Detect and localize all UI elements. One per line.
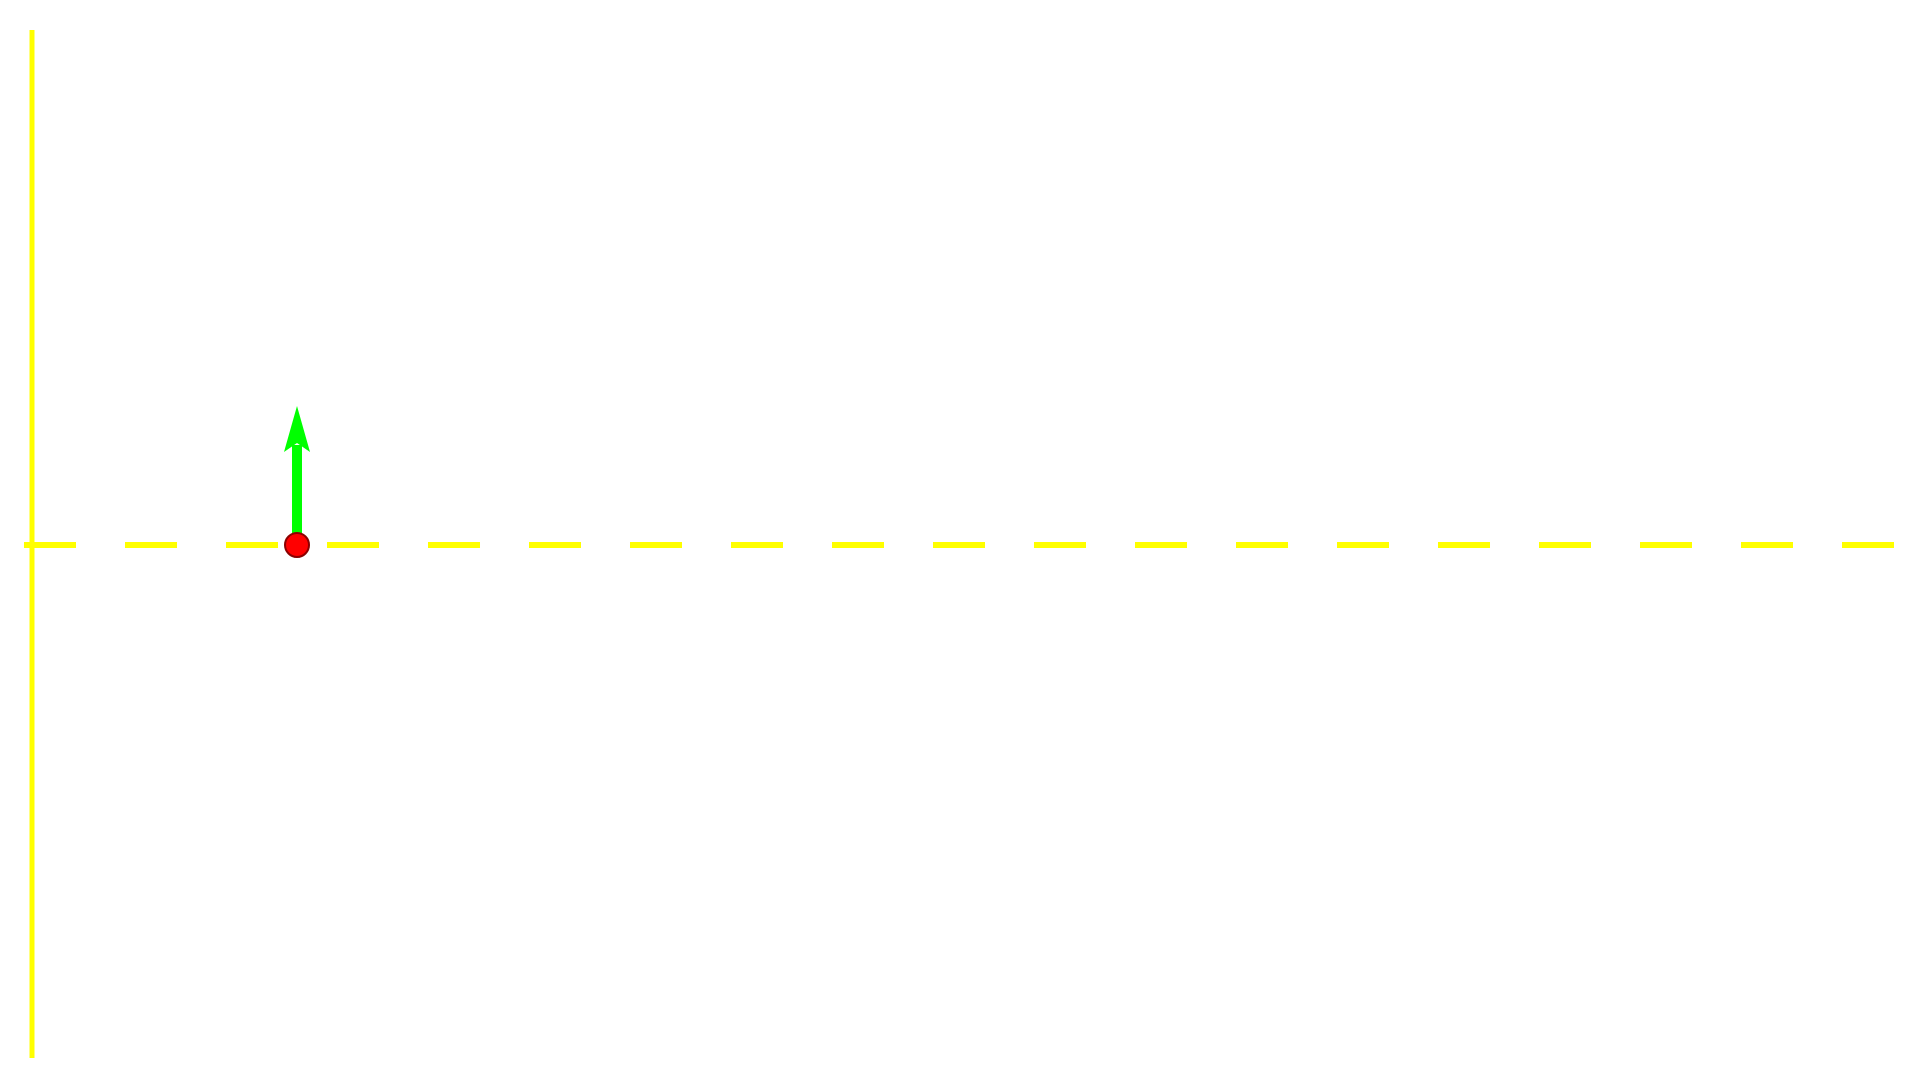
- vector-arrow-head: [284, 406, 310, 452]
- red-point: [284, 532, 310, 558]
